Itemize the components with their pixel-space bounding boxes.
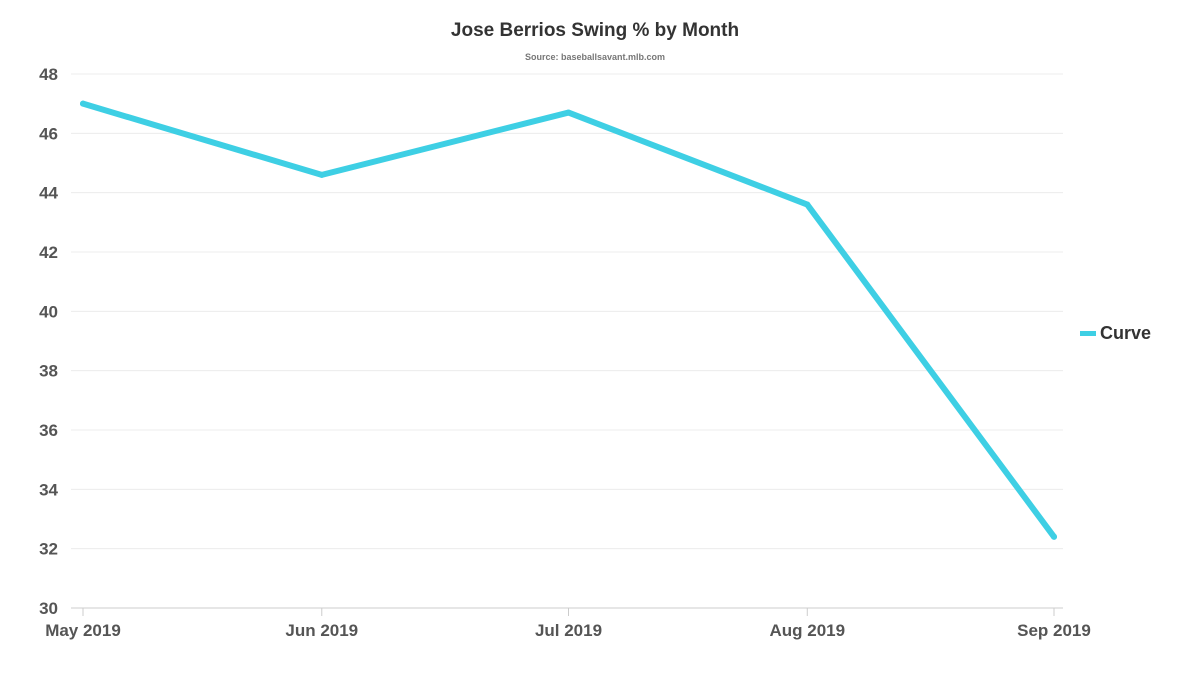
chart-subtitle: Source: baseballsavant.mlb.com xyxy=(524,52,666,62)
data-point xyxy=(318,171,325,178)
chart-title: Jose Berrios Swing % by Month xyxy=(450,20,740,41)
y-tick-label: 42 xyxy=(39,243,58,262)
legend-item-curve[interactable]: Curve xyxy=(1080,323,1151,344)
series-line-curve xyxy=(80,100,1057,540)
y-tick-label: 44 xyxy=(39,184,58,203)
x-tick-label: Sep 2019 xyxy=(1017,621,1091,640)
x-tick-label: Aug 2019 xyxy=(769,621,845,640)
x-tick-label: May 2019 xyxy=(45,621,121,640)
y-tick-label: 46 xyxy=(39,124,58,143)
y-tick-label: 34 xyxy=(39,480,58,499)
y-tick-label: 32 xyxy=(39,540,58,559)
legend-label: Curve xyxy=(1100,323,1152,343)
y-tick-label: 30 xyxy=(39,599,58,618)
y-tick-label: 36 xyxy=(39,421,58,440)
y-tick-label: 38 xyxy=(39,362,58,381)
data-point xyxy=(80,100,86,107)
y-tick-label: 40 xyxy=(39,302,58,321)
legend-swatch xyxy=(1080,331,1096,336)
x-tick-label: Jul 2019 xyxy=(535,621,602,640)
data-point xyxy=(804,201,811,208)
x-tick-label: Jun 2019 xyxy=(285,621,358,640)
y-tick-label: 48 xyxy=(39,65,58,84)
data-point xyxy=(1051,533,1057,540)
data-point xyxy=(565,109,572,116)
